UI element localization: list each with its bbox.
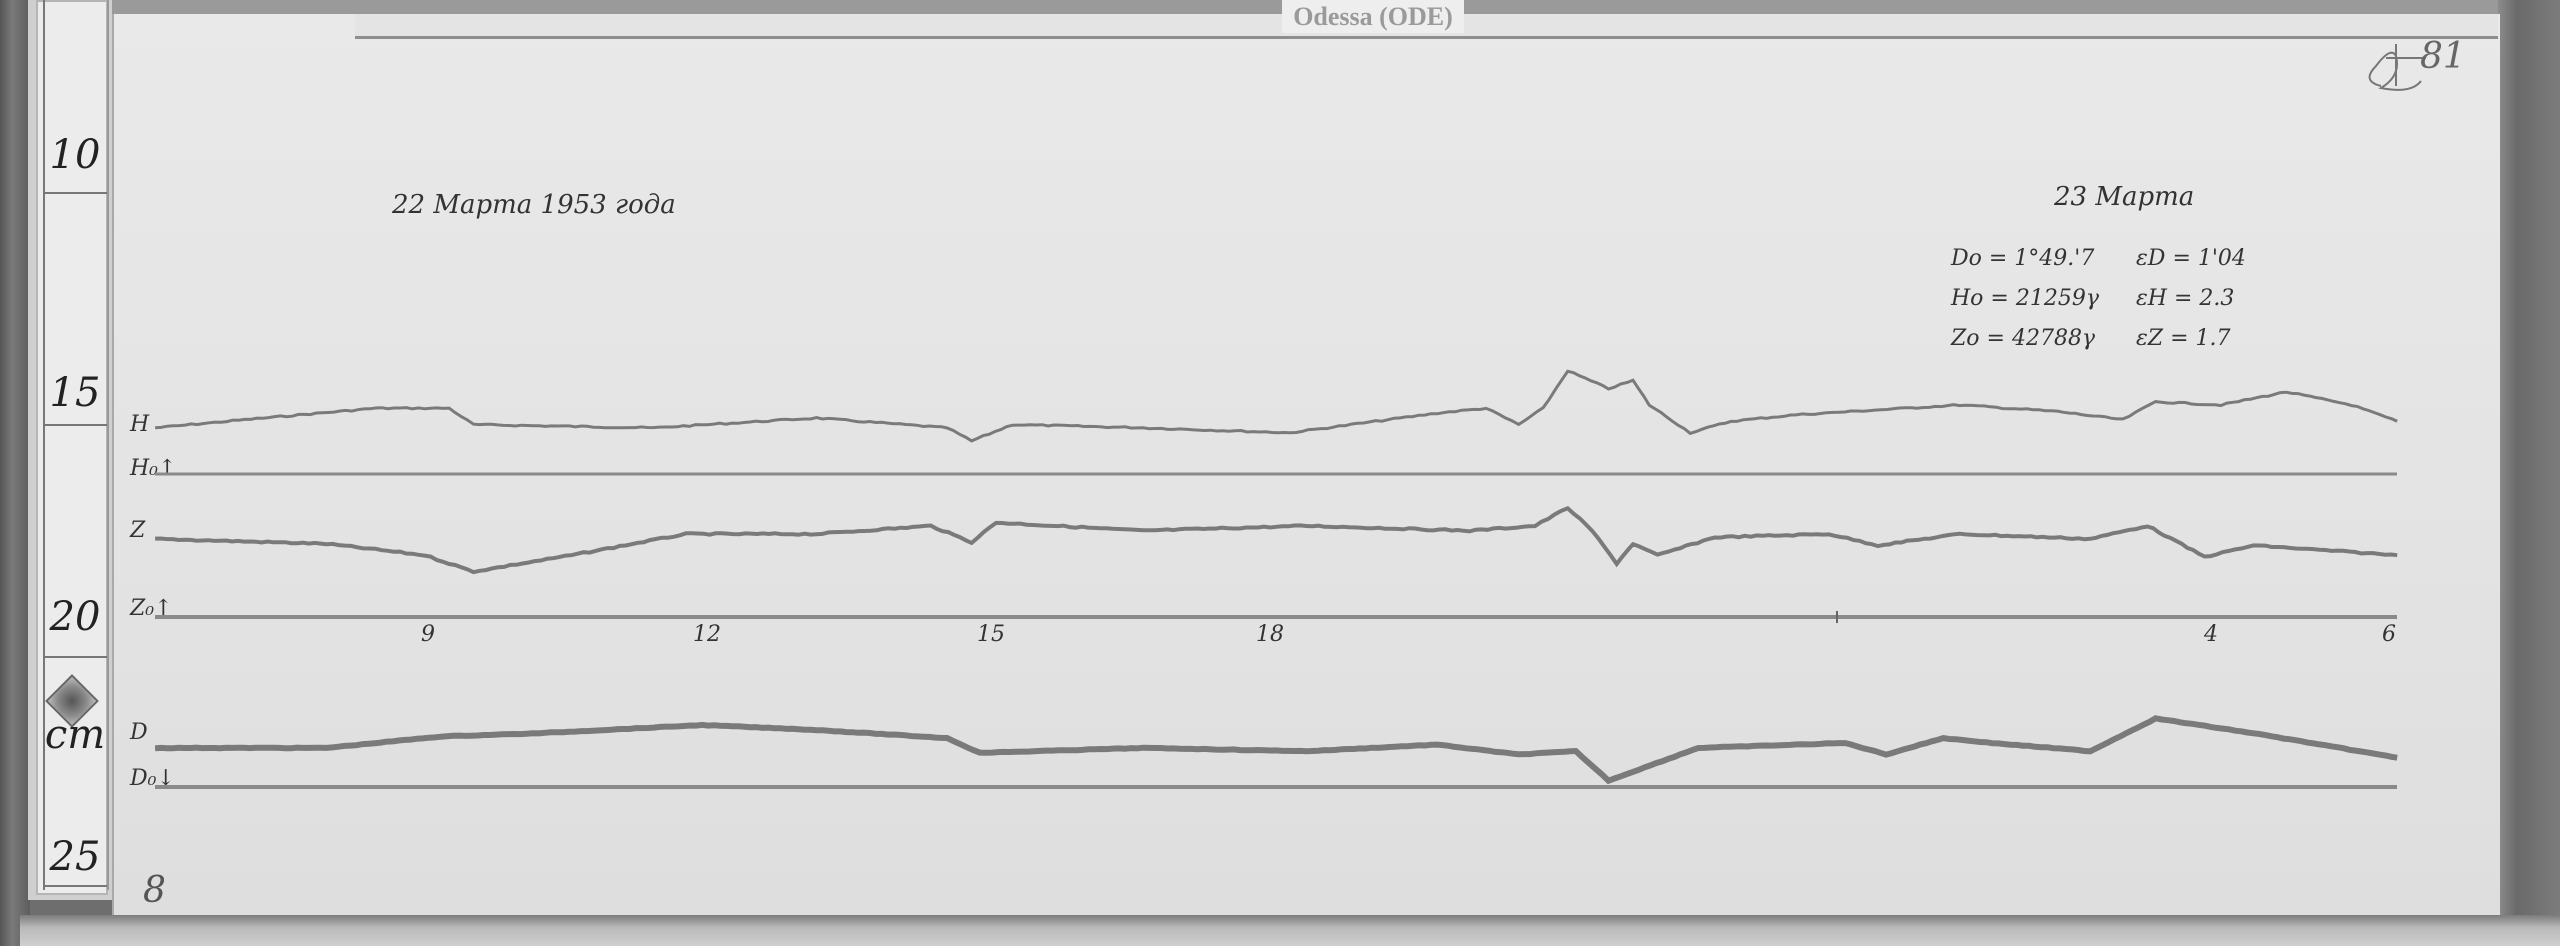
time-tick-9: 9	[421, 622, 435, 647]
time-tick-12: 12	[693, 622, 721, 647]
scale-d: εD = 1'04	[2136, 246, 2246, 271]
ruler-face	[36, 0, 108, 895]
ruler-column	[43, 0, 109, 890]
constant-h0: Ho = 21259γ	[1951, 286, 2099, 311]
top-frame	[30, 0, 2498, 18]
label-z: Z	[130, 518, 146, 543]
bottom-frame	[20, 915, 2560, 946]
magnetogram-sheet	[112, 14, 2500, 920]
label-h0: H₀↑	[130, 456, 177, 481]
time-tick-4: 4	[2204, 622, 2218, 647]
ruler-mark-25: 25	[49, 834, 101, 880]
label-h: H	[130, 412, 150, 437]
date-end: 23 Марта	[2054, 182, 2195, 212]
ruler-mark-20: 20	[49, 594, 101, 640]
ruler-tick	[43, 885, 107, 887]
wooden-edge	[0, 0, 30, 946]
ruler-unit: cm	[44, 712, 106, 758]
ruler-tick	[43, 656, 107, 658]
z-trace	[155, 505, 2398, 575]
signature	[2351, 36, 2471, 100]
time-tick-15: 15	[977, 622, 1005, 647]
ruler-tick	[43, 192, 107, 194]
date-start: 22 Марта 1953 года	[392, 190, 676, 220]
constant-z0: Zo = 42788γ	[1951, 326, 2096, 351]
ruler-mark-10: 10	[49, 132, 101, 178]
time-tick-6: 6	[2382, 622, 2396, 647]
right-frame	[2498, 0, 2560, 946]
station-label: Odessa (ODE)	[1282, 0, 1464, 33]
ruler-mark-15: 15	[49, 370, 101, 416]
ruler-tick	[43, 424, 107, 426]
d-trace	[154, 715, 2398, 785]
corner-number: 8	[143, 870, 166, 911]
sheet-number: 81	[2420, 36, 2466, 77]
scale-h: εH = 2.3	[2136, 286, 2235, 311]
label-d: D	[130, 720, 148, 745]
constant-d0: Do = 1°49.'7	[1951, 246, 2095, 271]
signature-mark	[2368, 44, 2426, 91]
h-trace	[155, 369, 2398, 443]
scale-z: εZ = 1.7	[2136, 326, 2231, 351]
time-tick-18: 18	[1256, 622, 1284, 647]
